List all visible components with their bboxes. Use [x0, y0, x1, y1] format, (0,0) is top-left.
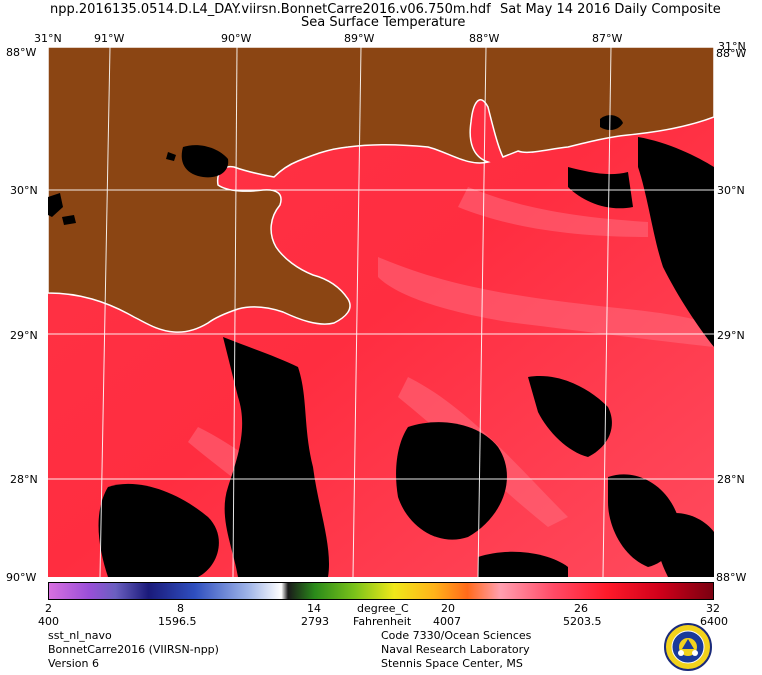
lat-label-29n-left: 29°N [10, 329, 38, 342]
nrl-seal-icon [664, 623, 712, 671]
c-tick-14: 14 [307, 602, 321, 615]
corner-label-left-top: 88°W [6, 46, 37, 59]
lon-label-87w: 87°W [592, 32, 623, 45]
lat-label-29n-right: 29°N [717, 329, 745, 342]
org-code: Code 7330/Ocean Sciences [381, 629, 532, 642]
lat-label-28n-left: 28°N [10, 473, 38, 486]
org-name: Naval Research Laboratory [381, 643, 530, 656]
f-tick-400: 400 [38, 615, 59, 628]
lon-label-91w: 91°W [94, 32, 125, 45]
sst-map [48, 47, 714, 577]
lon-label-90w: 90°W [221, 32, 252, 45]
lon-label-88w: 88°W [469, 32, 500, 45]
graticule [48, 47, 714, 577]
sst-map-canvas [48, 47, 714, 577]
c-tick-26: 26 [574, 602, 588, 615]
sst-colorbar [48, 582, 714, 600]
c-tick-2: 2 [45, 602, 52, 615]
corner-label-top-left: 31°N [34, 32, 62, 45]
f-tick-5203: 5203.5 [563, 615, 602, 628]
unit-fahrenheit: Fahrenheit [353, 615, 412, 628]
corner-label-right-top: 88°W [716, 47, 747, 60]
corner-label-top-right: 31°N [718, 40, 746, 53]
f-tick-2793: 2793 [301, 615, 329, 628]
product-title: Sea Surface Temperature [301, 15, 466, 30]
corner-label-left-bottom: 90°W [6, 571, 37, 584]
composite-date: Sat May 14 2016 Daily Composite [500, 2, 721, 17]
unit-celsius: degree_C [357, 602, 409, 615]
c-tick-20: 20 [441, 602, 455, 615]
corner-label-right-bottom: 88°W [716, 571, 747, 584]
lon-label-89w: 89°W [344, 32, 375, 45]
f-tick-1596: 1596.5 [158, 615, 197, 628]
org-location: Stennis Space Center, MS [381, 657, 523, 670]
version-label: Version 6 [48, 657, 99, 670]
lat-label-30n-left: 30°N [10, 184, 38, 197]
lat-label-28n-right: 28°N [717, 473, 745, 486]
product-code: sst_nl_navo [48, 629, 112, 642]
file-name: npp.2016135.0514.D.L4_DAY.viirsn.BonnetC… [50, 2, 491, 17]
c-tick-32: 32 [706, 602, 720, 615]
land-mass [48, 47, 714, 333]
f-tick-4007: 4007 [433, 615, 461, 628]
inland-water [48, 115, 623, 225]
f-tick-6400: 6400 [700, 615, 728, 628]
c-tick-8: 8 [177, 602, 184, 615]
region-name: BonnetCarre2016 (VIIRSN-npp) [48, 643, 219, 656]
lat-label-30n-right: 30°N [717, 184, 745, 197]
